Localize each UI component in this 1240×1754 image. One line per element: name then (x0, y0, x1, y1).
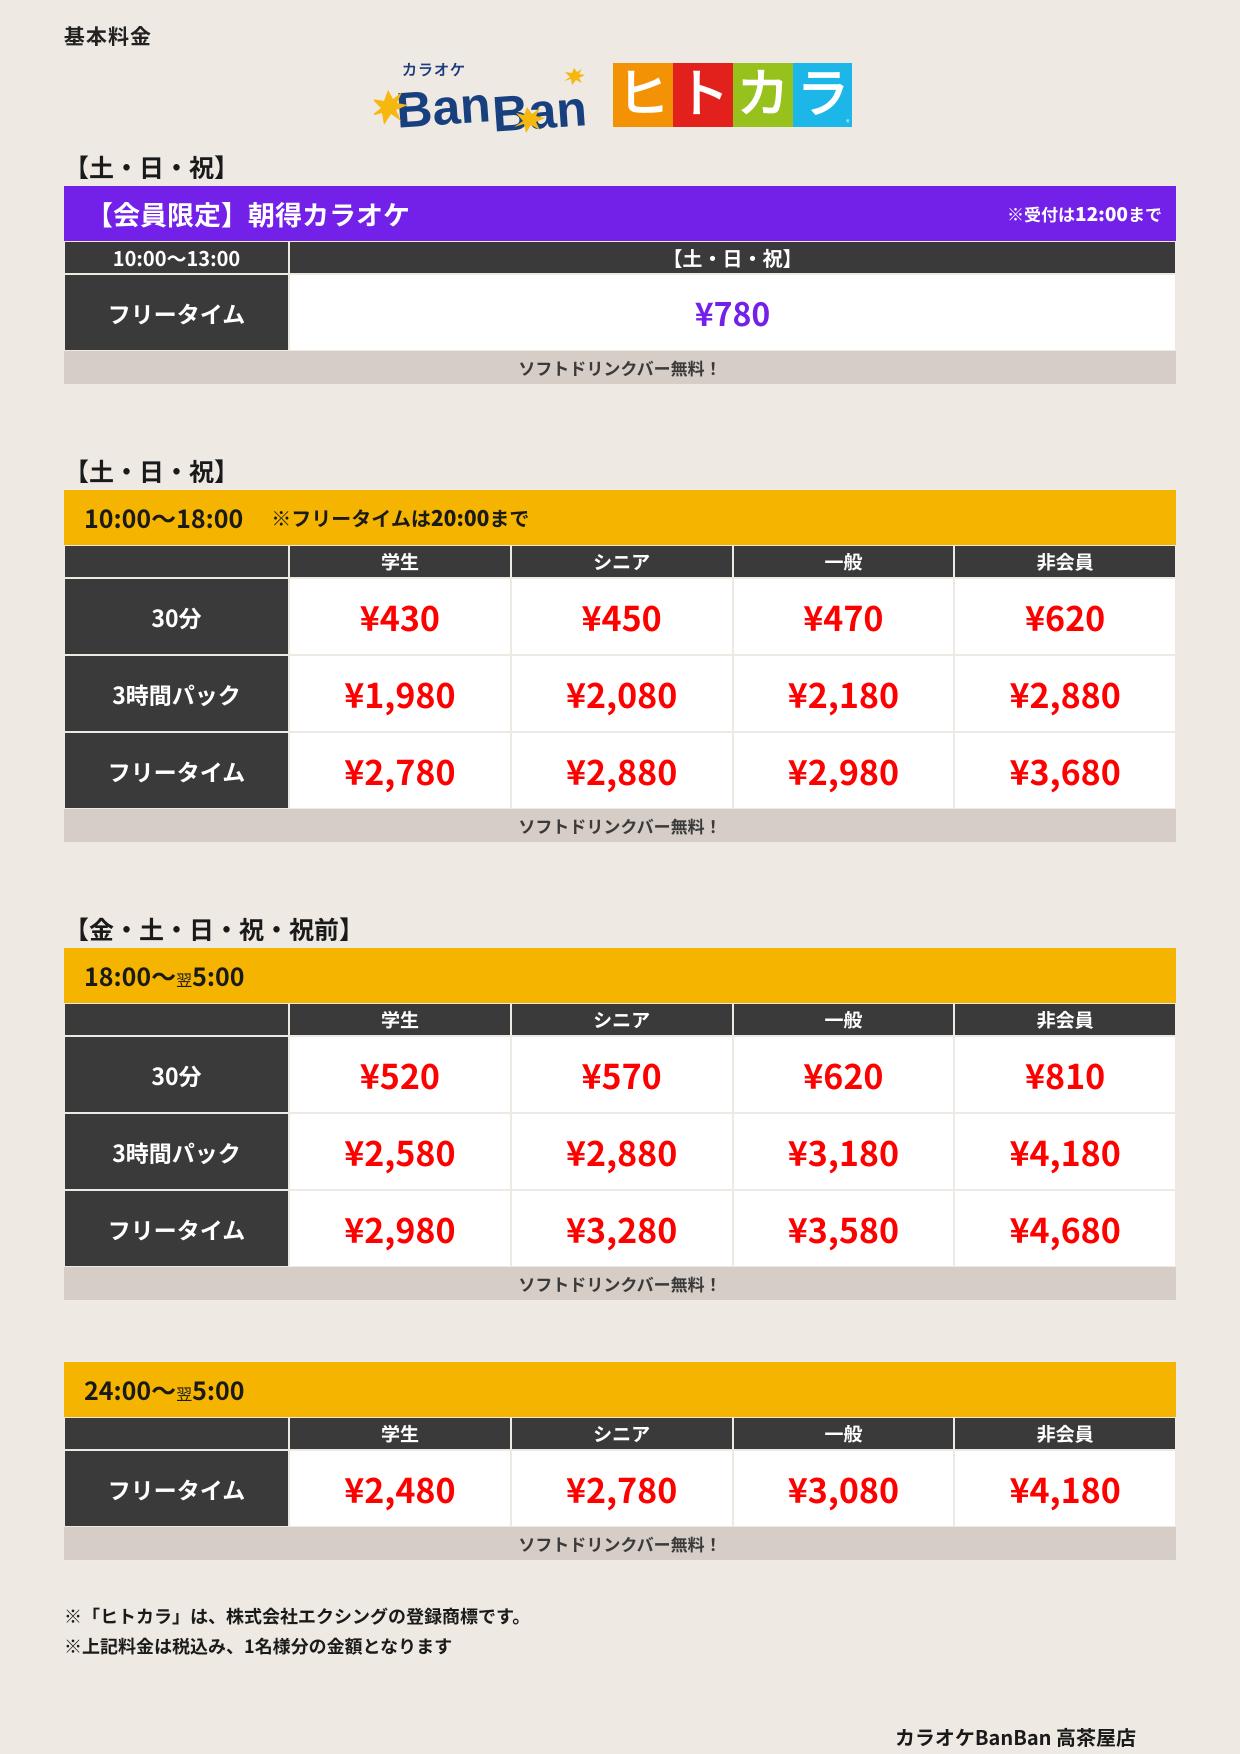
svg-text:Ban: Ban (491, 80, 589, 135)
svg-text:カ: カ (737, 66, 789, 124)
svg-text:ラ: ラ (797, 66, 849, 124)
svg-text:カラオケ: カラオケ (402, 62, 466, 79)
svg-text:Ban: Ban (394, 76, 492, 135)
svg-text:ヒ: ヒ (617, 66, 669, 124)
svg-text:ト: ト (677, 66, 729, 124)
